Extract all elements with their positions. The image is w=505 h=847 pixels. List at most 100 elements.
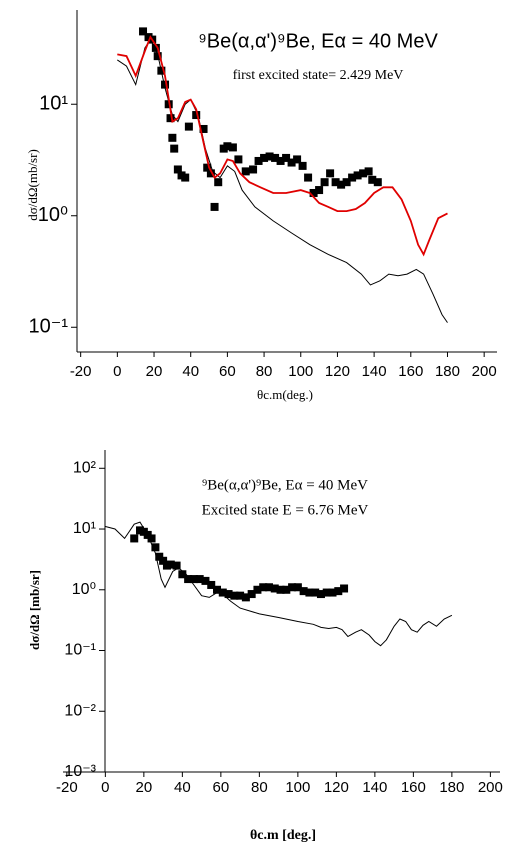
y-tick-label: 10⁻¹ <box>64 642 96 659</box>
y-tick-label: 10⁰ <box>72 581 96 598</box>
data-point <box>170 144 179 153</box>
x-tick-label: 0 <box>101 779 109 796</box>
data-point <box>305 588 314 597</box>
data-point <box>260 153 269 162</box>
data-point <box>259 583 268 592</box>
x-tick-label: 40 <box>174 779 191 796</box>
data-point <box>271 153 280 162</box>
y-tick-label: 10¹ <box>39 93 68 115</box>
data-point <box>213 585 222 594</box>
data-point <box>334 587 343 596</box>
x-tick-label: 0 <box>113 363 121 380</box>
data-point <box>214 178 223 187</box>
data-point <box>353 171 362 180</box>
y-axis-label: dσ/dΩ(mb/sr) <box>25 149 40 221</box>
data-point <box>282 153 291 162</box>
x-tick-label: -20 <box>70 363 92 380</box>
data-point <box>234 155 243 164</box>
x-tick-label: 20 <box>146 363 163 380</box>
x-axis-label: θc.m [deg.] <box>250 828 316 843</box>
x-tick-label: 140 <box>362 363 387 380</box>
data-point <box>298 161 307 170</box>
data-point <box>315 186 324 195</box>
x-tick-label: 120 <box>325 363 350 380</box>
data-point <box>241 593 250 602</box>
data-point <box>228 143 237 152</box>
data-point <box>265 152 274 161</box>
data-point <box>288 583 297 592</box>
x-tick-label: 180 <box>435 363 460 380</box>
data-point <box>249 165 258 174</box>
x-tick-label: 80 <box>256 363 273 380</box>
data-point <box>309 188 318 197</box>
data-point <box>161 80 170 89</box>
data-point <box>311 588 320 597</box>
data-point <box>337 180 346 189</box>
data-point <box>282 585 291 594</box>
data-point <box>293 155 302 164</box>
data-point <box>247 590 256 599</box>
data-point <box>166 560 175 569</box>
x-tick-label: 20 <box>136 779 153 796</box>
y-tick-label: 10¹ <box>73 520 96 537</box>
x-axis-label: θc.m(deg.) <box>257 387 313 402</box>
data-point <box>359 169 368 178</box>
data-point <box>139 27 148 36</box>
data-point <box>320 178 329 187</box>
data-point <box>168 133 177 142</box>
chart-title: ⁹Be(α,α')⁹Be, Eα = 40 MeV <box>198 30 438 52</box>
data-point <box>195 575 204 584</box>
data-point <box>178 570 187 579</box>
data-point <box>172 561 181 570</box>
y-tick-label: 10⁻³ <box>64 763 96 780</box>
y-tick-label: 10⁻² <box>64 702 96 719</box>
data-point <box>348 173 357 182</box>
x-tick-label: 80 <box>251 779 268 796</box>
data-point <box>328 588 337 597</box>
x-tick-label: 160 <box>401 779 426 796</box>
x-tick-label: 100 <box>288 363 313 380</box>
data-point <box>210 202 219 211</box>
data-point <box>287 158 296 167</box>
chart-title: ⁹Be(α,α')⁹Be, Eα = 40 MeV <box>202 477 368 493</box>
data-point <box>151 43 160 52</box>
data-point <box>155 552 164 561</box>
data-point <box>241 167 250 176</box>
data-point <box>364 167 373 176</box>
data-point <box>276 156 285 165</box>
data-point <box>326 169 335 178</box>
data-point <box>207 580 216 589</box>
data-point <box>159 556 168 565</box>
annotation: Excited state E = 6.76 MeV <box>202 502 369 518</box>
x-tick-label: 120 <box>324 779 349 796</box>
data-point <box>304 173 313 182</box>
data-point <box>189 575 198 584</box>
data-point <box>206 169 215 178</box>
data-point <box>293 583 302 592</box>
curve <box>117 38 448 323</box>
data-point <box>299 587 308 596</box>
x-tick-label: 160 <box>398 363 423 380</box>
data-point <box>270 584 279 593</box>
y-tick-label: 10⁰ <box>38 204 68 226</box>
x-tick-label: 180 <box>439 779 464 796</box>
curve <box>105 521 453 647</box>
x-tick-label: 60 <box>213 779 230 796</box>
x-tick-label: 140 <box>362 779 387 796</box>
data-point <box>331 178 340 187</box>
x-tick-label: 100 <box>285 779 310 796</box>
data-point <box>192 111 201 120</box>
data-point <box>199 124 208 133</box>
data-point <box>276 585 285 594</box>
data-point <box>316 590 325 599</box>
data-point <box>130 534 139 543</box>
data-point <box>224 590 233 599</box>
data-point <box>373 178 382 187</box>
data-point <box>254 156 263 165</box>
data-point <box>203 163 212 172</box>
data-point <box>368 175 377 184</box>
data-point <box>223 142 232 151</box>
data-point <box>340 584 349 593</box>
